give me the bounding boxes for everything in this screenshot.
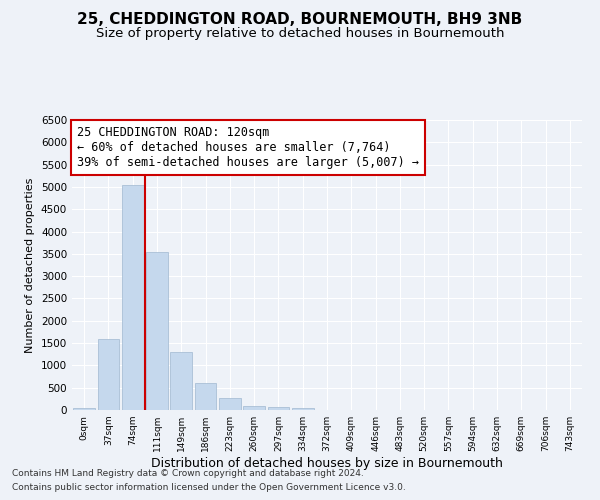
X-axis label: Distribution of detached houses by size in Bournemouth: Distribution of detached houses by size … [151,457,503,470]
Bar [268,406,289,410]
Bar [219,398,241,410]
Text: Contains HM Land Registry data © Crown copyright and database right 2024.: Contains HM Land Registry data © Crown c… [12,468,364,477]
Bar [73,408,95,410]
Text: Size of property relative to detached houses in Bournemouth: Size of property relative to detached ho… [96,28,504,40]
Text: Contains public sector information licensed under the Open Government Licence v3: Contains public sector information licen… [12,484,406,492]
Bar [122,184,143,410]
Text: 25 CHEDDINGTON ROAD: 120sqm
← 60% of detached houses are smaller (7,764)
39% of : 25 CHEDDINGTON ROAD: 120sqm ← 60% of det… [77,126,419,169]
Bar [170,352,192,410]
Bar [292,408,314,410]
Text: 25, CHEDDINGTON ROAD, BOURNEMOUTH, BH9 3NB: 25, CHEDDINGTON ROAD, BOURNEMOUTH, BH9 3… [77,12,523,28]
Bar [146,252,168,410]
Bar [97,338,119,410]
Bar [194,383,217,410]
Bar [243,406,265,410]
Y-axis label: Number of detached properties: Number of detached properties [25,178,35,352]
